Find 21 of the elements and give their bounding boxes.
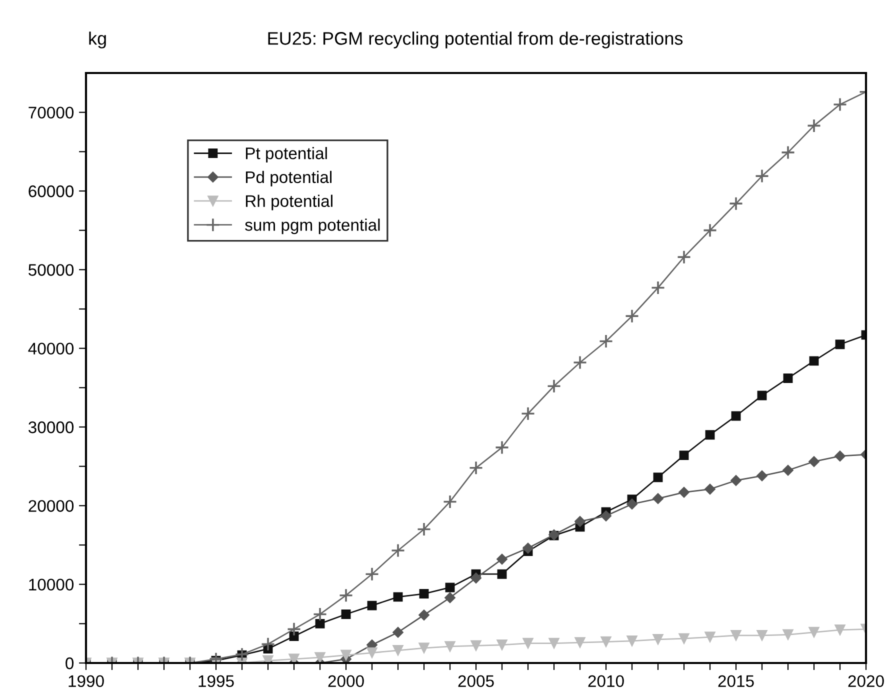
- x-tick-label: 1990: [68, 675, 104, 688]
- y-tick-label: 60000: [28, 185, 74, 198]
- y-tick-label: 10000: [29, 578, 74, 591]
- y-tick-label: 40000: [28, 342, 74, 355]
- y-tick-label: 20000: [28, 500, 74, 512]
- y-axis-title: kg: [89, 32, 106, 48]
- legend-label: Pt potential: [246, 147, 327, 163]
- x-tick-label: 2015: [718, 675, 754, 688]
- x-tick-label: 2000: [328, 675, 364, 688]
- y-tick-label: 30000: [28, 421, 74, 434]
- legend-label: Rh potential: [246, 194, 332, 210]
- x-tick-label: 2020: [848, 675, 884, 688]
- legend-label: Pd potential: [246, 170, 332, 186]
- y-tick-label: 0: [66, 657, 74, 670]
- x-tick-label: 1995: [198, 675, 234, 688]
- x-tick-label: 2005: [458, 675, 494, 688]
- x-tick-label: 2010: [588, 675, 624, 688]
- y-tick-label: 50000: [28, 264, 74, 276]
- y-tick-label: 70000: [28, 106, 74, 119]
- legend-label: sum pgm potential: [245, 218, 380, 234]
- chart-title: EU25: PGM recycling potential from de-registrations: [268, 32, 683, 48]
